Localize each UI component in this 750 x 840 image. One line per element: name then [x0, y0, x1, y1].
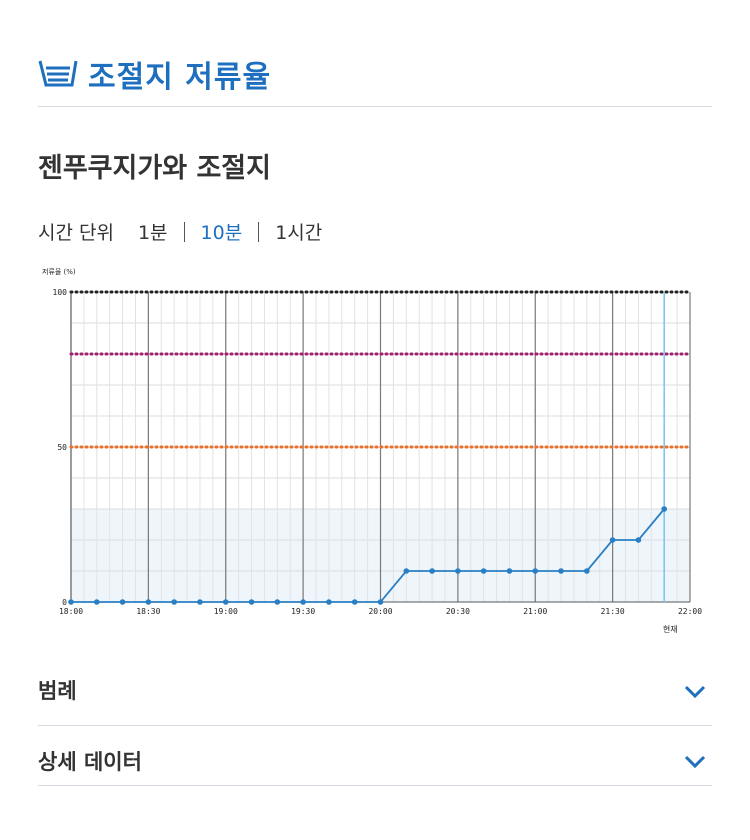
y-axis-label: 저류율 (%) — [42, 267, 76, 276]
x-tick-label: 22:00 — [678, 607, 702, 616]
data-point — [609, 537, 616, 543]
data-point — [222, 599, 229, 605]
x-tick-label: 19:30 — [291, 607, 315, 616]
x-tick-label: 20:00 — [368, 607, 392, 616]
data-point — [68, 599, 74, 605]
y-tick-label: 0 — [62, 598, 67, 607]
detail-data-accordion-label: 상세 데이터 — [38, 750, 142, 774]
x-tick-label: 21:30 — [601, 607, 625, 616]
data-point — [480, 568, 487, 574]
time-unit-1hour[interactable]: 1시간 — [275, 222, 323, 244]
reservoir-icon — [38, 60, 78, 87]
legend-accordion[interactable]: 범례 — [38, 655, 712, 726]
data-point — [532, 568, 539, 574]
time-unit-10min[interactable]: 10분 — [200, 222, 243, 244]
x-tick-label: 20:30 — [446, 607, 470, 616]
x-tick-label: 18:30 — [136, 607, 160, 616]
time-unit-label: 시간 단위 — [38, 222, 114, 244]
data-point — [326, 599, 332, 605]
time-unit-1min[interactable]: 1분 — [137, 222, 168, 244]
page-header: 조절지 저류율 — [38, 50, 712, 107]
chevron-down-icon — [684, 685, 706, 699]
y-tick-label: 100 — [53, 288, 68, 297]
x-tick-label: 21:00 — [523, 607, 547, 616]
reservoir-name: 젠푸쿠지가와 조절지 — [38, 153, 271, 184]
data-point — [429, 568, 435, 574]
storage-rate-chart: 현재 저류율 (%) 0 50 100 18:00 18:30 19:00 19:30 20:00… — [42, 267, 702, 634]
data-point — [584, 568, 590, 574]
detail-data-accordion[interactable]: 상세 데이터 — [38, 715, 712, 786]
data-point — [93, 599, 100, 605]
data-point — [635, 537, 642, 543]
x-tick-label: 18:00 — [59, 607, 83, 616]
y-tick-label: 50 — [57, 443, 67, 452]
data-point — [274, 599, 281, 605]
current-time-label: 현재 — [663, 625, 678, 634]
legend-accordion-label: 범례 — [38, 679, 77, 703]
data-point — [248, 599, 255, 605]
data-point — [145, 599, 152, 605]
data-point — [197, 599, 203, 605]
page-title: 조절지 저류율 — [88, 60, 272, 95]
data-point — [351, 599, 358, 605]
data-point — [661, 506, 668, 512]
data-point — [300, 599, 306, 605]
time-unit-selector: 시간 단위 1분 10분 1시간 — [38, 218, 322, 245]
data-point — [377, 599, 384, 605]
series-line — [71, 508, 665, 603]
data-point — [455, 568, 461, 574]
chevron-down-icon — [684, 755, 706, 769]
data-point — [403, 568, 410, 574]
data-point — [506, 568, 513, 574]
separator — [183, 221, 185, 242]
data-point — [119, 599, 126, 605]
separator — [258, 221, 260, 242]
data-point — [171, 599, 177, 605]
data-point — [558, 568, 564, 574]
x-tick-label: 19:00 — [214, 607, 238, 616]
